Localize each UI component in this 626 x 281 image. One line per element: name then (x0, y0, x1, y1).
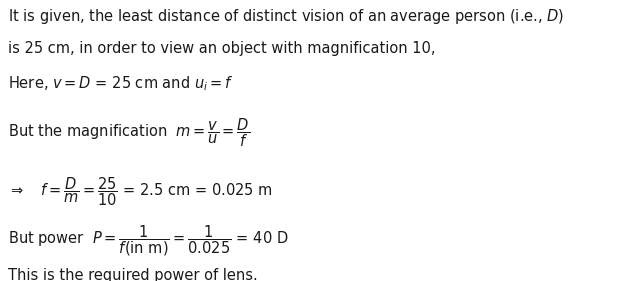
Text: It is given, the least distance of distinct vision of an average person (i.e., $: It is given, the least distance of disti… (8, 7, 565, 26)
Text: Here, $v = D$ = 25 cm and $u_i = f$: Here, $v = D$ = 25 cm and $u_i = f$ (8, 74, 233, 93)
Text: This is the required power of lens.: This is the required power of lens. (8, 268, 258, 281)
Text: $\Rightarrow \quad f = \dfrac{D}{m} = \dfrac{25}{10}$ = 2.5 cm = 0.025 m: $\Rightarrow \quad f = \dfrac{D}{m} = \d… (8, 176, 273, 208)
Text: is 25 cm, in order to view an object with magnification 10,: is 25 cm, in order to view an object wit… (8, 41, 436, 56)
Text: But the magnification  $m = \dfrac{v}{u} = \dfrac{D}{f}$: But the magnification $m = \dfrac{v}{u} … (8, 117, 250, 149)
Text: But power  $P = \dfrac{1}{f\mathrm{(in\ m)}} = \dfrac{1}{0.025}$ = 40 D: But power $P = \dfrac{1}{f\mathrm{(in\ m… (8, 223, 289, 258)
